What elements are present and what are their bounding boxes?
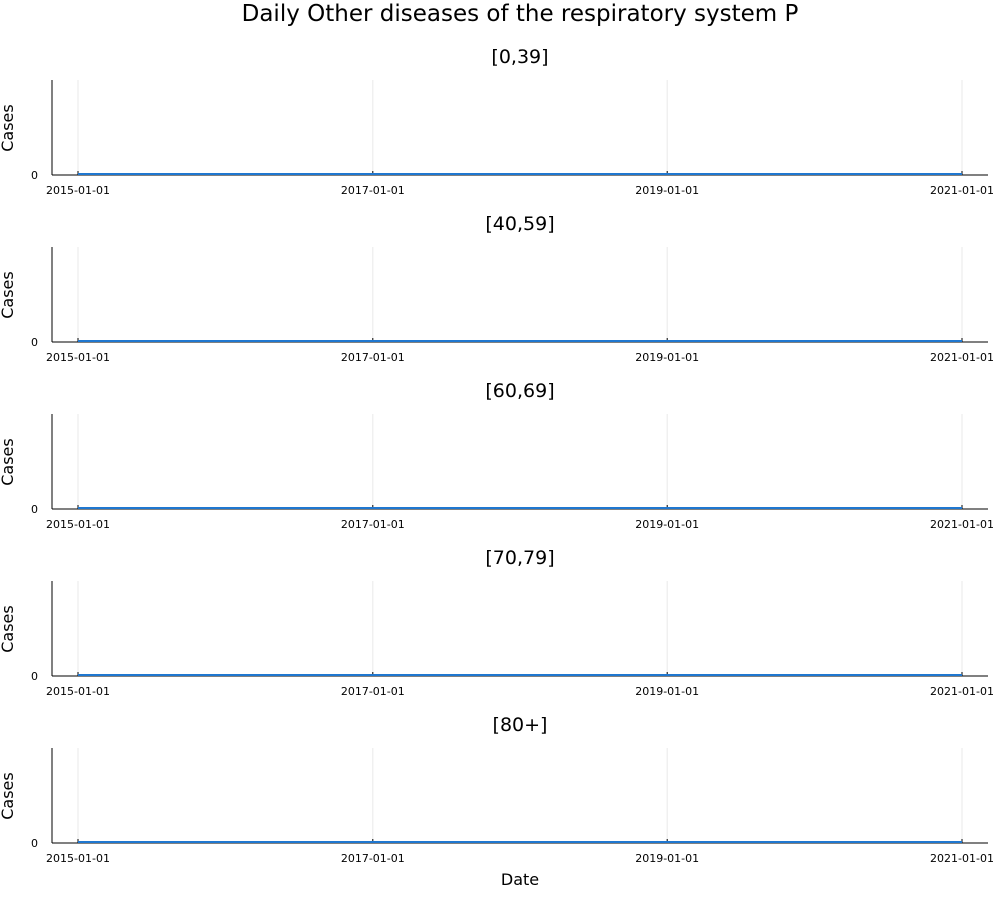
x-tick-label: 2021-01-01 bbox=[930, 184, 994, 197]
x-tick-label: 2021-01-01 bbox=[930, 685, 994, 698]
y-tick-label: 0 bbox=[31, 169, 38, 182]
subplot-title: [80+] bbox=[492, 714, 548, 736]
y-tick-label: 0 bbox=[31, 336, 38, 349]
y-tick-label: 0 bbox=[31, 837, 38, 850]
subplot-title: [70,79] bbox=[485, 547, 555, 569]
x-tick-label: 2015-01-01 bbox=[46, 351, 110, 364]
x-tick-label: 2019-01-01 bbox=[635, 351, 699, 364]
x-tick-label: 2019-01-01 bbox=[635, 852, 699, 865]
x-tick-label: 2015-01-01 bbox=[46, 184, 110, 197]
x-tick-label: 2017-01-01 bbox=[341, 184, 405, 197]
x-tick-label: 2015-01-01 bbox=[46, 518, 110, 531]
x-tick-label: 2019-01-01 bbox=[635, 685, 699, 698]
x-tick-label: 2021-01-01 bbox=[930, 351, 994, 364]
y-tick-label: 0 bbox=[31, 503, 38, 516]
x-tick-label: 2021-01-01 bbox=[930, 518, 994, 531]
x-tick-label: 2019-01-01 bbox=[635, 184, 699, 197]
x-tick-label: 2019-01-01 bbox=[635, 518, 699, 531]
x-tick-label: 2015-01-01 bbox=[46, 852, 110, 865]
x-tick-label: 2017-01-01 bbox=[341, 852, 405, 865]
subplot-title: [40,59] bbox=[485, 213, 555, 235]
x-tick-label: 2017-01-01 bbox=[341, 685, 405, 698]
x-tick-label: 2021-01-01 bbox=[930, 852, 994, 865]
subplot-title: [0,39] bbox=[491, 46, 549, 68]
figure-title: Daily Other diseases of the respiratory … bbox=[241, 1, 799, 27]
x-tick-label: 2015-01-01 bbox=[46, 685, 110, 698]
x-tick-label: 2017-01-01 bbox=[341, 351, 405, 364]
subplot-title: [60,69] bbox=[485, 380, 555, 402]
x-tick-label: 2017-01-01 bbox=[341, 518, 405, 531]
x-axis-label: Date bbox=[500, 870, 540, 889]
y-tick-label: 0 bbox=[31, 670, 38, 683]
